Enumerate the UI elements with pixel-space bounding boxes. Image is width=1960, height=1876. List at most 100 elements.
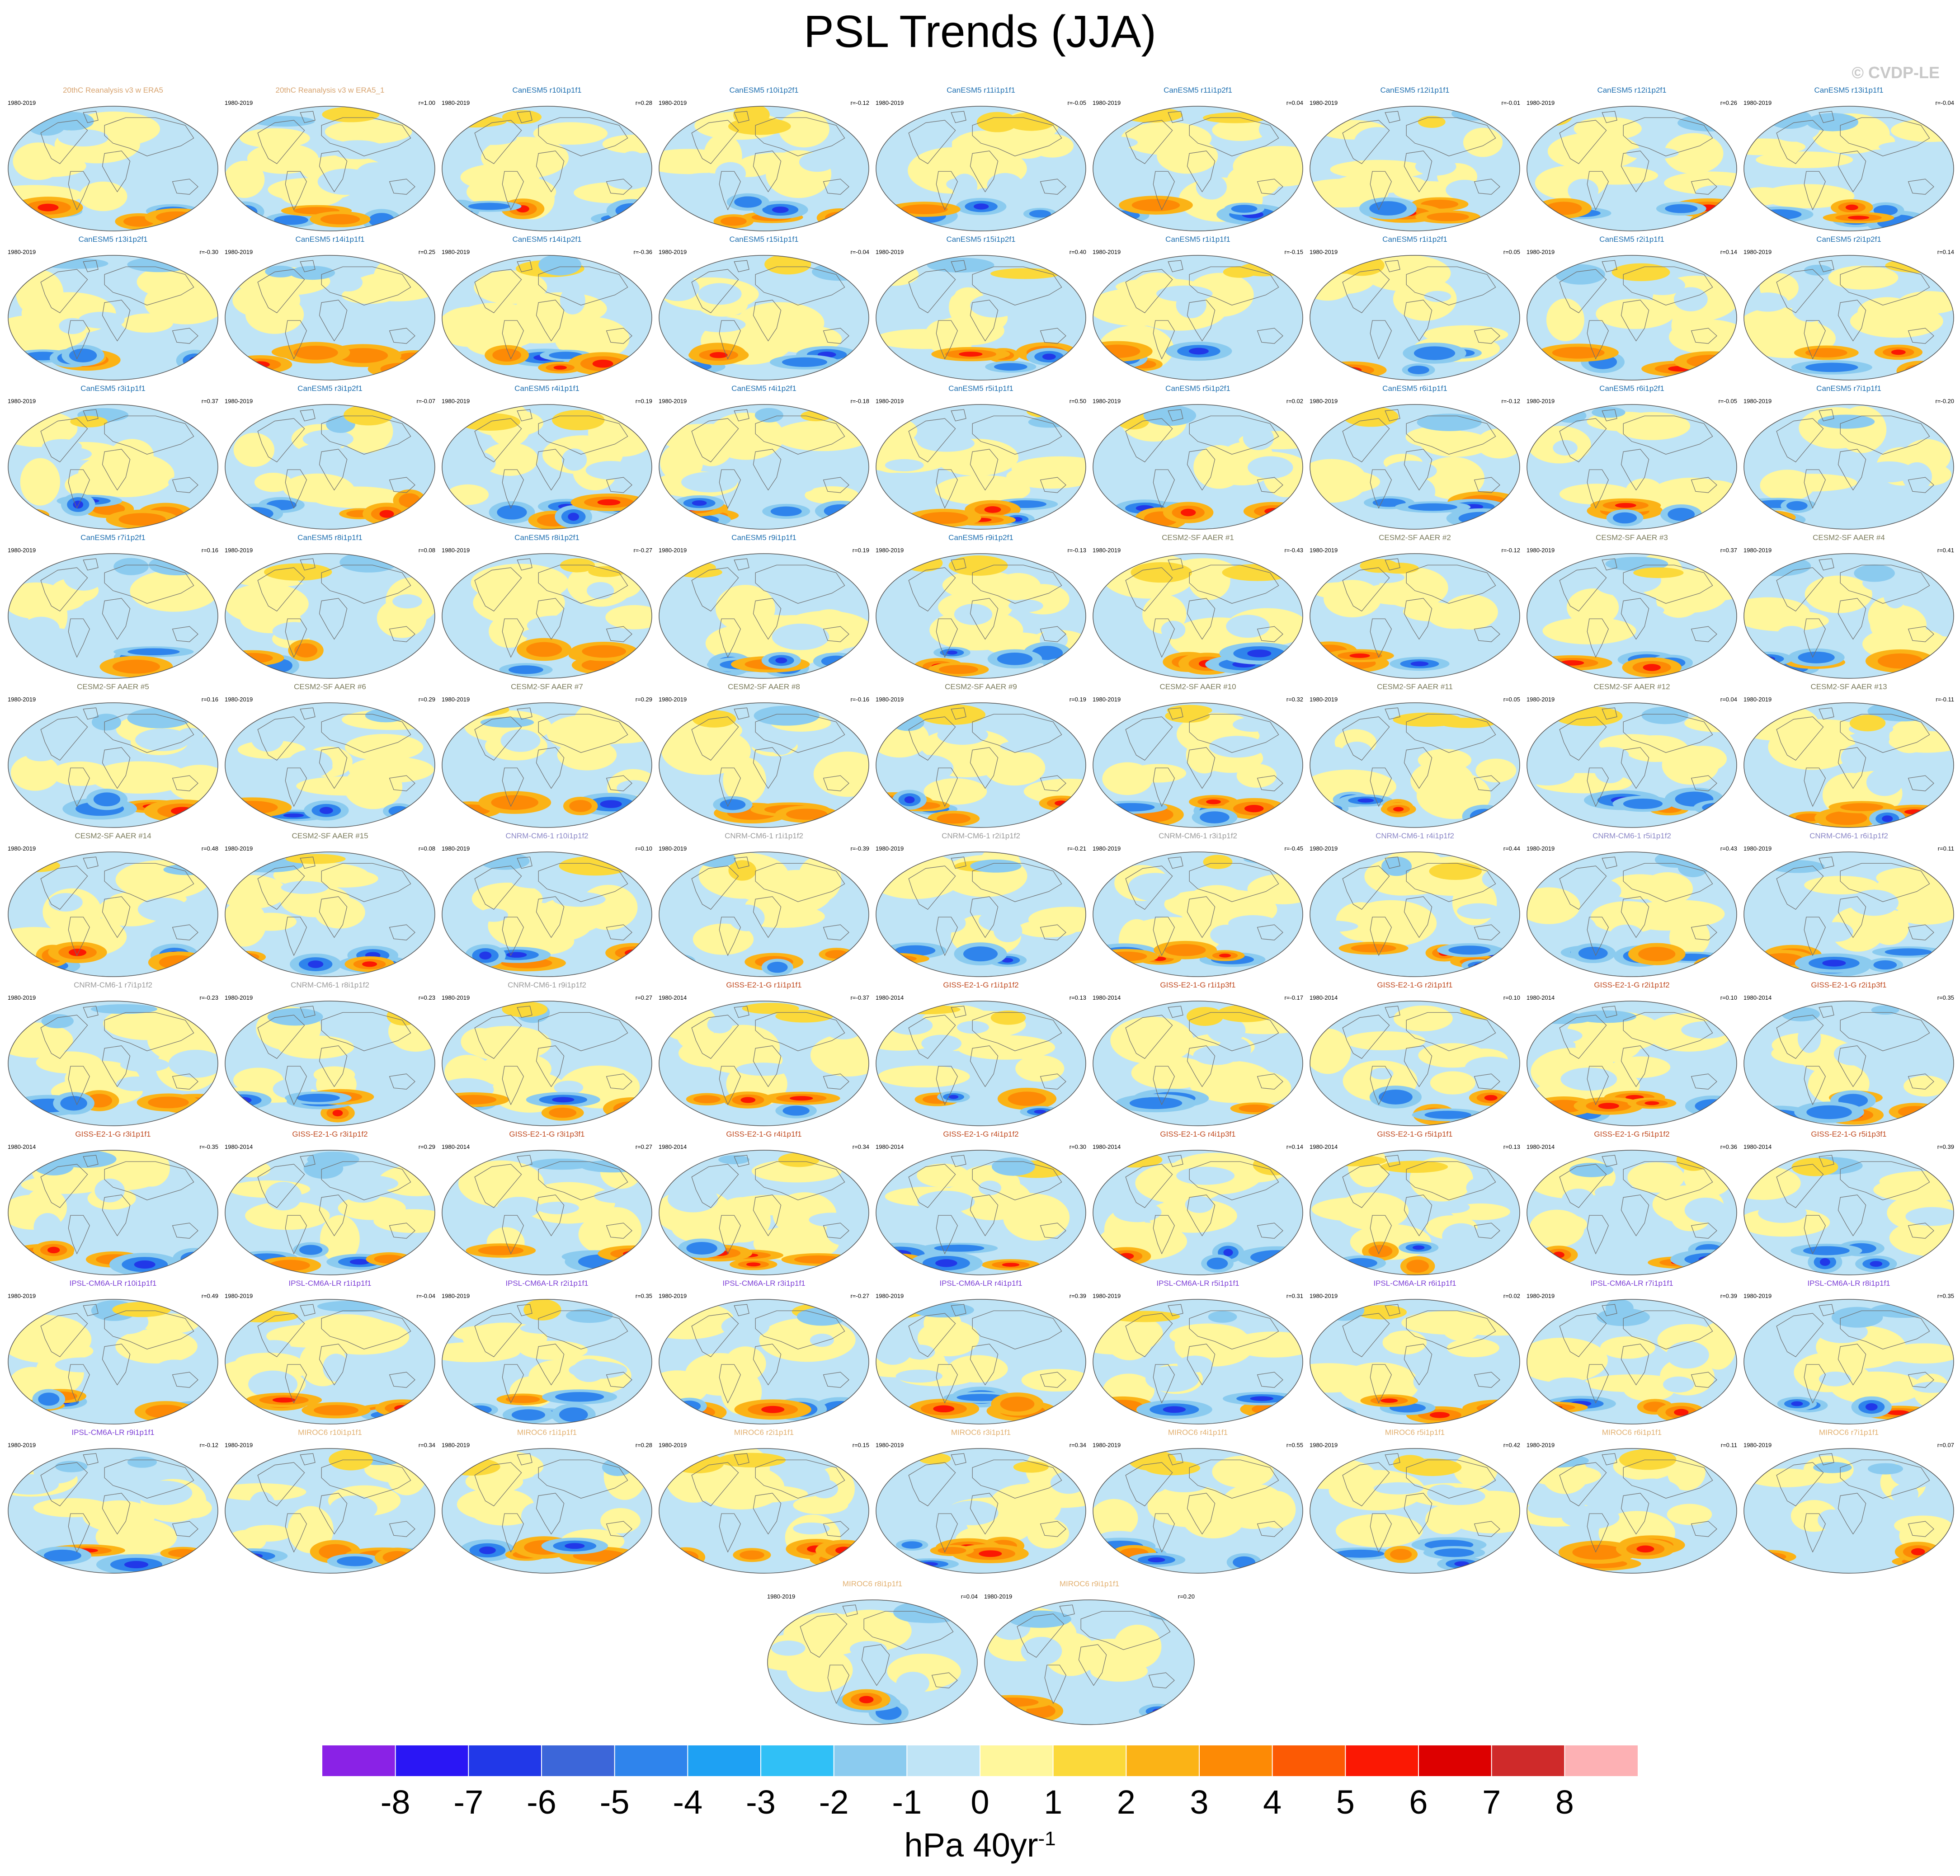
field-high-latitude-anomaly <box>267 1008 323 1026</box>
field-high-latitude-anomaly <box>717 1453 786 1467</box>
panel-correlation: r=0.04 <box>961 1593 978 1600</box>
coastline <box>1040 924 1066 940</box>
panel-label: CanESM5 r10i1p2f1 <box>729 86 799 94</box>
field-southern-anomaly-core <box>1806 1105 1852 1119</box>
panel-correlation: r=0.36 <box>1720 1143 1737 1150</box>
coastline <box>1040 1073 1066 1090</box>
map <box>8 1299 218 1425</box>
field-southern-anomaly-core <box>559 1407 588 1422</box>
coastline <box>951 111 966 123</box>
field-southern-anomaly-peak <box>272 1397 296 1403</box>
field-negative-region <box>249 1491 275 1518</box>
coastline <box>970 1344 999 1386</box>
field-southern-anomaly-peak <box>241 515 258 521</box>
coastline <box>1691 477 1717 493</box>
panel-correlation: r=0.05 <box>1503 249 1520 255</box>
coastline <box>102 747 131 789</box>
field-high-latitude-anomaly <box>1533 106 1573 126</box>
coastline <box>606 179 632 195</box>
coastline <box>300 1304 316 1316</box>
coastline <box>502 320 524 360</box>
field-southern-anomaly <box>1744 651 1793 666</box>
field-positive-region <box>1393 1006 1453 1031</box>
field-high-latitude-anomaly <box>1781 1007 1820 1021</box>
coastline <box>474 716 522 761</box>
field-high-latitude-anomaly <box>1165 709 1210 723</box>
map-border <box>1310 702 1520 828</box>
coastline <box>1621 1344 1649 1386</box>
coastline <box>753 1045 782 1087</box>
field-southern-anomaly-core <box>1749 1552 1786 1561</box>
map <box>1743 255 1954 381</box>
colorbar-segment <box>1126 1745 1200 1776</box>
coastline <box>936 1066 958 1105</box>
field-southern-anomaly-peak <box>38 203 59 212</box>
panel-label: CanESM5 r1i1p1f1 <box>1165 235 1230 244</box>
field-negative-region <box>954 604 993 625</box>
map-panel: CESM2-SF AAER #7 1980-2019 r=0.29 <box>441 682 653 829</box>
map-panel: MIROC6 r6i1p1f1 1980-2019 r=0.11 <box>1526 1428 1738 1575</box>
field-negative-region <box>25 628 78 642</box>
field-negative-region <box>1666 1341 1709 1369</box>
coastline <box>1819 856 1834 869</box>
coastline <box>102 598 131 640</box>
coastline <box>1908 328 1934 344</box>
panel-label: CanESM5 r11i1p1f1 <box>947 86 1015 94</box>
map <box>1093 1448 1303 1574</box>
coastline <box>1602 558 1617 571</box>
field-negative-region <box>1849 889 1899 916</box>
coastline <box>734 1453 749 1466</box>
panel-period: 1980-2019 <box>8 398 36 404</box>
coastline <box>719 618 741 658</box>
field-positive-region <box>930 316 1004 346</box>
coastline <box>1385 409 1400 422</box>
panel-label: IPSL-CM6A-LR r5i1p1f1 <box>1156 1279 1239 1288</box>
coastline <box>517 558 532 571</box>
coastline <box>1908 626 1934 642</box>
field-negative-region <box>1560 1067 1617 1091</box>
field-negative-region <box>344 1175 399 1192</box>
map-panel: CanESM5 r4i1p1f1 1980-2019 r=0.19 <box>441 384 653 531</box>
map-panel: CanESM5 r10i1p2f1 1980-2019 r=-0.12 <box>658 86 870 233</box>
panel-period: 1980-2019 <box>1527 845 1555 852</box>
field-positive-region <box>1110 1016 1194 1064</box>
map-panel: CESM2-SF AAER #13 1980-2019 r=-0.11 <box>1743 682 1955 829</box>
field-southern-anomaly-core <box>337 1556 373 1566</box>
field-southern-anomaly-core <box>225 1094 262 1106</box>
coastline <box>1168 1304 1183 1316</box>
field-positive-region <box>1423 325 1508 344</box>
field-southern-anomaly-peak <box>68 949 87 956</box>
field-positive-region <box>1546 298 1584 342</box>
coastline <box>1623 1310 1713 1349</box>
coastline <box>755 564 845 604</box>
panel-label: CanESM5 r1i1p2f1 <box>1382 235 1447 244</box>
colorbar-segment <box>980 1745 1054 1776</box>
coastline <box>319 896 348 938</box>
field-southern-anomaly-peak <box>775 657 787 663</box>
panel-correlation: r=0.48 <box>201 845 218 852</box>
field-southern-anomaly-peak <box>1644 1101 1659 1105</box>
coastline <box>936 1513 958 1553</box>
panel-label: GISS-E2-1-G r3i1p1f2 <box>292 1130 368 1138</box>
map <box>8 851 218 977</box>
panel-correlation: r=0.04 <box>1286 99 1303 106</box>
field-negative-region <box>1758 1203 1807 1223</box>
coastline <box>823 1521 849 1537</box>
coastline <box>823 924 849 940</box>
panel-period: 1980-2019 <box>1743 249 1772 255</box>
coastline <box>257 1164 305 1208</box>
coastline <box>102 1493 131 1535</box>
field-southern-anomaly <box>1690 213 1733 226</box>
panel-correlation: r=0.10 <box>635 845 652 852</box>
field-southern-anomaly-core <box>235 953 259 961</box>
field-southern-anomaly-core <box>782 1105 810 1116</box>
coastline <box>257 865 305 910</box>
field-negative-region <box>771 1641 806 1656</box>
field-southern-anomaly-peak <box>740 1097 756 1103</box>
field-positive-region <box>1021 1369 1086 1392</box>
panel-correlation: r=0.13 <box>1503 1143 1520 1150</box>
field-southern-anomaly-peak <box>171 807 194 815</box>
field-high-latitude-anomaly <box>1187 1007 1224 1026</box>
coastline <box>753 150 782 193</box>
coastline <box>1621 449 1649 491</box>
